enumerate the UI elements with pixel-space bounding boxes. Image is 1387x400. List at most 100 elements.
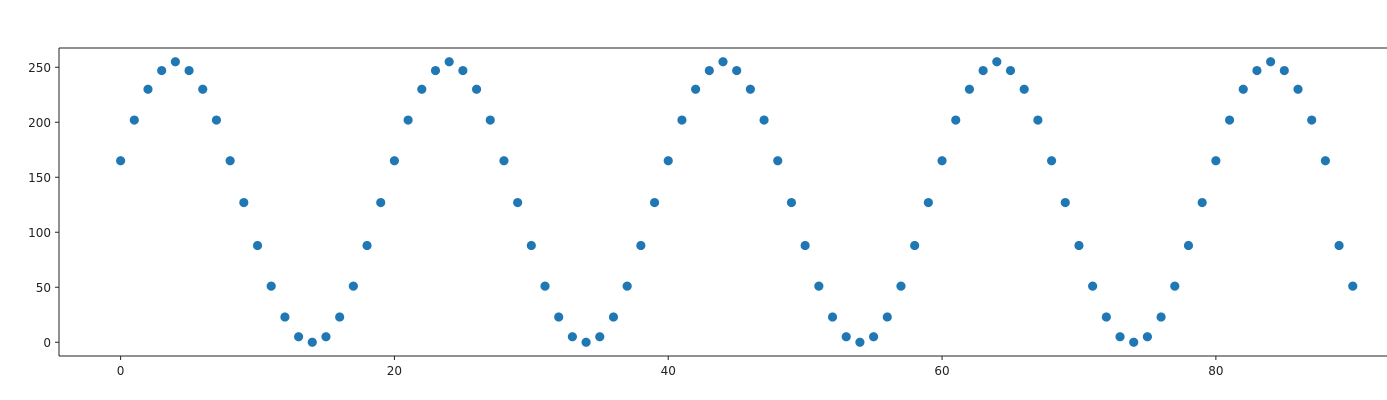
data-point: [595, 332, 605, 342]
data-point: [992, 57, 1002, 67]
axes-frame: [58, 47, 1387, 357]
data-point: [732, 65, 742, 76]
data-point: [855, 337, 865, 347]
data-point: [1307, 115, 1317, 125]
data-point: [1129, 337, 1139, 347]
data-point: [540, 281, 550, 291]
data-point: [211, 115, 222, 125]
y-tick-label: 100: [28, 226, 51, 240]
data-point: [1005, 65, 1016, 76]
data-point: [677, 115, 687, 125]
data-point: [759, 115, 769, 125]
data-point: [1211, 156, 1221, 166]
data-point: [923, 197, 933, 208]
data-point: [745, 84, 755, 94]
data-point: [198, 84, 208, 94]
data-point: [280, 312, 290, 322]
data-point: [252, 240, 263, 251]
data-point: [978, 65, 988, 76]
data-point: [239, 197, 249, 208]
data-point: [307, 337, 317, 347]
data-point: [417, 84, 427, 94]
data-point: [157, 65, 167, 76]
data-point: [1088, 281, 1098, 291]
data-point: [773, 156, 783, 166]
data-point: [471, 84, 482, 94]
data-point: [567, 332, 578, 342]
data-point: [485, 115, 495, 125]
data-point: [1279, 65, 1289, 76]
y-tick-label: 0: [43, 336, 51, 350]
data-point: [444, 57, 454, 67]
data-point: [1115, 332, 1125, 342]
data-point: [704, 65, 714, 76]
y-tick-label: 150: [28, 171, 51, 185]
data-point: [293, 332, 304, 342]
data-point: [1334, 240, 1344, 251]
data-point: [622, 281, 632, 291]
data-point: [1293, 84, 1303, 94]
data-point: [1197, 197, 1207, 208]
data-point: [800, 240, 810, 251]
data-point: [1224, 115, 1235, 125]
y-tick-label: 250: [28, 61, 51, 75]
data-point: [1156, 312, 1166, 322]
data-point: [116, 156, 126, 166]
data-point: [841, 332, 851, 342]
data-point: [458, 65, 468, 76]
data-point: [348, 281, 358, 291]
y-tick-label: 200: [28, 116, 51, 130]
data-point: [814, 281, 824, 291]
data-point: [266, 281, 276, 291]
data-point: [786, 197, 797, 208]
data-point: [526, 240, 536, 251]
data-point: [1046, 156, 1057, 166]
data-point: [184, 65, 194, 76]
data-point: [1252, 65, 1262, 76]
data-point: [1101, 312, 1111, 322]
data-point: [389, 156, 400, 166]
data-point: [554, 312, 564, 322]
data-point: [691, 84, 701, 94]
x-tick-label: 0: [117, 364, 125, 378]
data-point: [1170, 281, 1180, 291]
data-point: [718, 57, 728, 67]
data-point: [1348, 281, 1358, 291]
data-point: [951, 115, 961, 125]
data-point: [499, 156, 509, 166]
data-point: [869, 332, 879, 342]
data-point: [1266, 57, 1276, 67]
data-point: [910, 240, 920, 251]
data-point: [649, 197, 660, 208]
data-point: [513, 197, 523, 208]
data-point: [129, 115, 139, 125]
data-point: [143, 84, 153, 94]
x-tick-label: 20: [387, 364, 402, 378]
data-point: [1320, 156, 1330, 166]
data-point: [1060, 197, 1070, 208]
data-point: [335, 312, 345, 322]
data-point: [1238, 84, 1248, 94]
data-point: [663, 156, 673, 166]
data-point: [430, 65, 441, 76]
data-point: [636, 240, 646, 251]
data-point: [882, 312, 892, 322]
x-tick-label: 40: [661, 364, 676, 378]
data-point: [1019, 84, 1029, 94]
x-axis-ticks: 0 20 40 60 80: [117, 356, 1224, 378]
data-point: [403, 115, 413, 125]
data-point: [1033, 115, 1043, 125]
x-tick-label: 80: [1208, 364, 1223, 378]
data-point: [1183, 240, 1194, 251]
y-tick-label: 50: [36, 281, 51, 295]
data-point: [1142, 332, 1153, 342]
data-point: [827, 312, 838, 322]
data-point: [581, 337, 591, 347]
data-point: [1074, 240, 1084, 251]
data-points: [116, 57, 1358, 347]
data-point: [362, 240, 372, 251]
data-point: [376, 197, 386, 208]
x-tick-label: 60: [934, 364, 949, 378]
data-point: [225, 156, 235, 166]
